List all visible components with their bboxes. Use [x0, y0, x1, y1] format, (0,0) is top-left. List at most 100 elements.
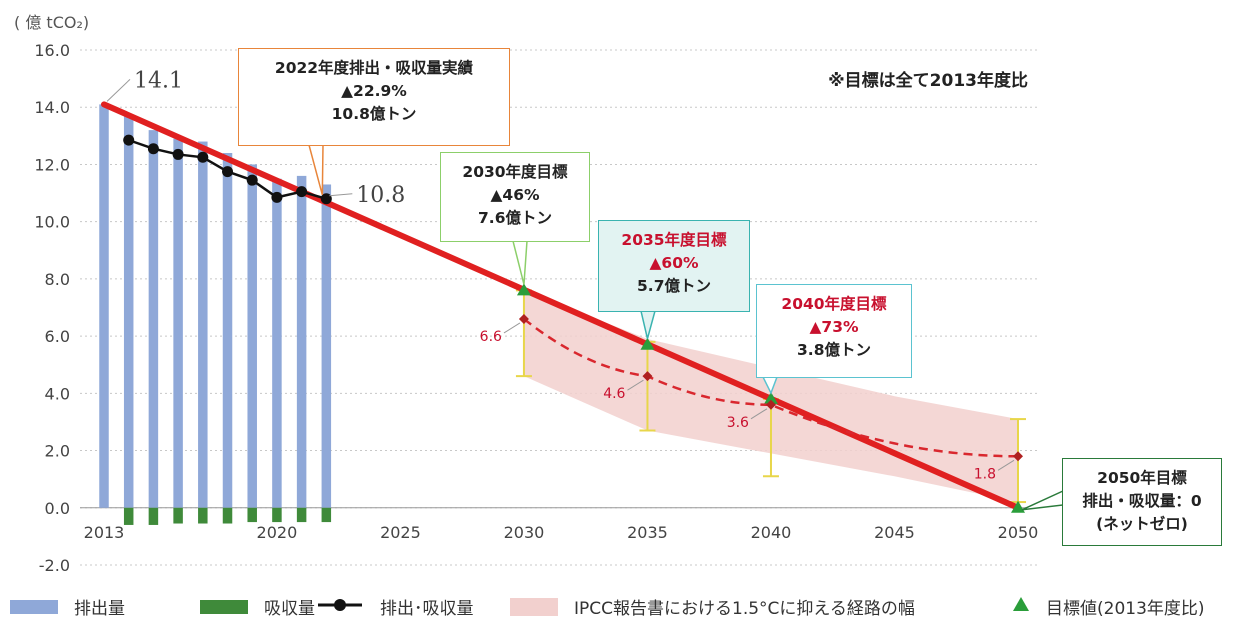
net-emissions-line [123, 134, 332, 205]
target-marker [640, 337, 655, 350]
callout-pointer [512, 240, 528, 285]
y-tick-label: 12.0 [34, 155, 70, 174]
emission-bar [123, 115, 134, 508]
x-tick-label: 2040 [751, 523, 792, 542]
callout-pointer [1021, 489, 1064, 511]
x-tick-label: 2045 [874, 523, 915, 542]
legend-label: 目標値(2013年度比) [1046, 599, 1205, 619]
legend-item-net: 排出･吸収量 [316, 594, 474, 619]
point-label-leader [106, 78, 131, 102]
net-emissions-marker [147, 143, 159, 155]
callout-percent: ▲73% [809, 318, 859, 336]
callout-title: 2035年度目標 [621, 231, 727, 249]
removal-bar [148, 507, 159, 525]
ipcc-label-leader [750, 408, 768, 420]
callout-netzero: (ネットゼロ) [1096, 515, 1188, 533]
point-value-label: 10.8 [356, 183, 405, 208]
removal-bar [198, 507, 208, 524]
callout-title: 2040年度目標 [781, 295, 887, 313]
legend-swatch-bar-green [200, 599, 248, 614]
removal-bar [123, 507, 134, 525]
y-tick-label: 6.0 [45, 327, 70, 346]
y-tick-label: 8.0 [45, 270, 70, 289]
callout-2040-target: 2040年度目標 ▲73% 3.8億トン [756, 284, 912, 378]
legend: 排出量 吸収量 排出･吸収量 IPCC報告書における1.5°Cに抑える経路の幅 … [0, 586, 1258, 626]
x-tick-label: 2020 [257, 523, 298, 542]
net-emissions-marker [172, 148, 184, 160]
bars [99, 104, 332, 525]
legend-item-ipcc-range: IPCC報告書における1.5°Cに抑える経路の幅 [510, 594, 915, 619]
y-axis: 16.0 14.0 12.0 10.0 8.0 6.0 4.0 2.0 0.0 -2.0 [34, 41, 70, 575]
ipcc-median-label: 3.6 [727, 415, 749, 431]
y-tick-label: 0.0 [45, 499, 70, 518]
net-emissions-marker [246, 174, 258, 186]
ipcc-median-marker [1013, 451, 1023, 462]
target-reduction-line [101, 101, 1021, 511]
legend-swatch-band [510, 597, 558, 616]
y-unit-label: ( 億 tCO₂) [14, 13, 89, 32]
callout-2022-actual: 2022年度排出・吸収量実績 ▲22.9% 10.8億トン [238, 48, 510, 146]
legend-label: 吸収量 [264, 599, 315, 619]
callout-2050-target: 2050年目標 排出・吸収量：0 (ネットゼロ) [1062, 458, 1222, 546]
x-tick-label: 2035 [627, 523, 668, 542]
point-label-leader [329, 193, 353, 197]
y-tick-label: 16.0 [34, 41, 70, 60]
legend-label: 排出･吸収量 [380, 599, 474, 619]
y-tick-label: 10.0 [34, 213, 70, 232]
target-note: ※目標は全て2013年度比 [828, 70, 1028, 91]
callout-title: 2030年度目標 [462, 163, 568, 181]
x-tick-label: 2050 [998, 523, 1039, 542]
ipcc-label-leader [997, 459, 1015, 471]
emission-bar [247, 164, 257, 508]
removal-bar [272, 507, 282, 523]
target-line [101, 101, 1025, 513]
triangle-icon [1012, 596, 1030, 617]
target-marker [516, 283, 531, 296]
removal-bar [222, 507, 233, 524]
emission-bar [296, 175, 307, 508]
net-emissions-marker [296, 186, 308, 198]
callout-percent: ▲22.9% [341, 82, 407, 100]
x-tick-label: 2013 [84, 523, 125, 542]
y-tick-label: 2.0 [45, 442, 70, 461]
target-marker [763, 392, 778, 405]
legend-item-removals: 吸収量 [200, 594, 315, 619]
callout-amount: 3.8億トン [797, 341, 871, 359]
callout-2035-target: 2035年度目標 ▲60% 5.7億トン [598, 220, 750, 312]
callout-title: 2050年目標 [1097, 469, 1187, 487]
ipcc-median-line: 6.6 4.6 3.6 1.8 [480, 313, 1023, 482]
emission-bar [198, 141, 208, 508]
ipcc-median-label: 4.6 [603, 386, 625, 402]
legend-label: 排出量 [74, 599, 125, 619]
x-tick-label: 2030 [504, 523, 545, 542]
legend-swatch-line-marker-icon [316, 597, 364, 617]
ipcc-label-leader [627, 379, 644, 391]
target-marker [1011, 500, 1025, 513]
emission-bar [321, 184, 332, 508]
point-value-label: 14.1 [134, 68, 183, 93]
x-axis: 2013 2020 2025 2030 2035 2040 2045 2050 [84, 523, 1039, 542]
removal-bar [296, 507, 307, 523]
callout-pointer [640, 310, 656, 339]
y-tick-label: 14.0 [34, 98, 70, 117]
emission-bar [99, 104, 109, 508]
legend-swatch-bar-blue [10, 599, 58, 614]
net-emissions-marker [320, 193, 332, 205]
callout-amount: 7.6億トン [478, 209, 552, 227]
net-emissions-marker [197, 151, 209, 163]
ipcc-median-label: 6.6 [480, 329, 502, 345]
y-tick-label: -2.0 [39, 556, 70, 575]
legend-label: IPCC報告書における1.5°Cに抑える経路の幅 [574, 599, 915, 619]
point-labels: 14.1 10.8 [106, 68, 405, 208]
ipcc-median-marker [518, 313, 529, 324]
callout-percent: ▲46% [490, 186, 540, 204]
removal-bar [173, 507, 183, 524]
ipcc-median-marker [642, 371, 653, 382]
net-emissions-marker [271, 191, 283, 203]
ipcc-label-leader [503, 322, 521, 334]
emission-bar [272, 178, 282, 508]
net-emissions-marker [222, 166, 234, 178]
emission-bar [173, 138, 183, 508]
callout-percent: ▲60% [649, 254, 699, 272]
removal-bar [247, 507, 257, 523]
